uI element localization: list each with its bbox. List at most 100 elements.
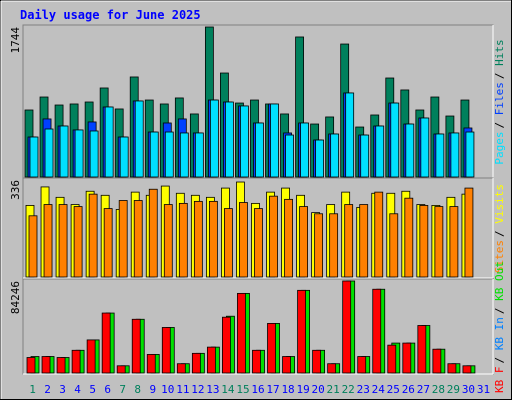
x-tick-label: 8 — [134, 383, 141, 396]
bar — [73, 206, 83, 278]
legend-label: KB F — [493, 366, 506, 393]
bar — [255, 122, 264, 178]
bar — [224, 208, 233, 278]
bar — [267, 323, 276, 374]
bar — [284, 198, 293, 278]
bar — [299, 206, 308, 278]
bar — [29, 136, 39, 178]
x-tick-label: 2 — [44, 383, 51, 396]
bar — [43, 204, 53, 278]
legend-label: KB In — [493, 317, 506, 350]
bar — [432, 348, 442, 374]
bar — [360, 134, 370, 178]
bar — [206, 346, 216, 374]
legend: Sites / Visits — [493, 184, 506, 273]
bar — [417, 325, 427, 374]
x-tick-label: 23 — [357, 383, 370, 396]
x-tick-label: 26 — [402, 383, 415, 396]
bar — [434, 206, 444, 278]
bar — [44, 128, 54, 178]
chart-title: Daily usage for June 2025 — [20, 8, 201, 22]
x-tick-label: 17 — [266, 383, 279, 396]
bar — [146, 354, 156, 374]
legend-label: Visits — [493, 184, 506, 224]
bar — [176, 363, 186, 374]
legend-label: Pages — [493, 132, 506, 165]
legend-label: KB Out — [493, 261, 506, 301]
bar — [26, 357, 36, 374]
x-tick-label: 16 — [251, 383, 264, 396]
x-tick-label: 22 — [342, 383, 355, 396]
bar — [104, 106, 114, 178]
bar — [315, 139, 325, 178]
x-tick-label: 6 — [104, 383, 111, 396]
bar — [330, 133, 340, 178]
bar — [131, 318, 141, 374]
bar — [465, 131, 475, 178]
y-tick-label: 84246 — [9, 281, 22, 314]
bar — [254, 208, 263, 278]
bar — [178, 202, 188, 278]
bar — [359, 204, 369, 278]
bar — [462, 365, 472, 374]
bar — [285, 134, 294, 178]
bar — [118, 200, 128, 278]
bar — [344, 204, 354, 278]
bar — [312, 349, 322, 374]
x-tick-label: 20 — [312, 383, 325, 396]
bar — [239, 202, 248, 278]
legend-label: Hits — [493, 39, 506, 66]
legend-separator: / — [493, 357, 506, 364]
x-tick-label: 4 — [74, 383, 81, 396]
x-tick-label: 13 — [206, 383, 219, 396]
bar — [387, 344, 397, 374]
bar — [163, 204, 173, 278]
bar — [56, 357, 66, 374]
bar — [419, 205, 429, 278]
bar — [405, 123, 415, 178]
x-tick-label: 19 — [296, 383, 309, 396]
bar — [342, 280, 352, 374]
legend-separator: / — [493, 307, 506, 314]
bar — [58, 204, 68, 278]
bar — [345, 92, 355, 178]
bar — [375, 125, 385, 178]
bar — [59, 125, 69, 178]
legend-separator: / — [493, 122, 506, 129]
bar — [28, 215, 38, 278]
x-tick-label: 3 — [59, 383, 66, 396]
bar — [194, 132, 204, 178]
x-tick-label: 14 — [221, 383, 235, 396]
x-tick-label: 1 — [29, 383, 36, 396]
legend-label: Files — [493, 82, 506, 115]
bar — [372, 288, 382, 374]
bar — [270, 103, 279, 178]
bar — [191, 352, 201, 374]
bar — [300, 122, 309, 178]
bar — [402, 342, 412, 374]
bar — [225, 101, 234, 178]
legend-label: Sites — [493, 240, 506, 273]
bar — [314, 213, 324, 278]
bar — [41, 356, 51, 374]
bar — [103, 208, 113, 278]
legend-separator: / — [493, 230, 506, 237]
bar — [357, 356, 367, 374]
x-tick-label: 9 — [149, 383, 156, 396]
bar — [74, 129, 84, 178]
x-tick-label: 15 — [236, 383, 249, 396]
y-tick-label: 1744 — [9, 27, 22, 54]
legend: Pages / Files / Hits — [493, 39, 506, 164]
bar — [88, 193, 98, 278]
bar — [282, 356, 291, 374]
bar — [209, 99, 219, 178]
bar — [329, 213, 339, 278]
bar — [133, 200, 143, 278]
bar — [148, 188, 158, 278]
bar — [208, 200, 218, 278]
bar — [179, 132, 189, 178]
bar — [449, 206, 459, 278]
bar — [86, 339, 96, 374]
bar — [450, 132, 460, 178]
